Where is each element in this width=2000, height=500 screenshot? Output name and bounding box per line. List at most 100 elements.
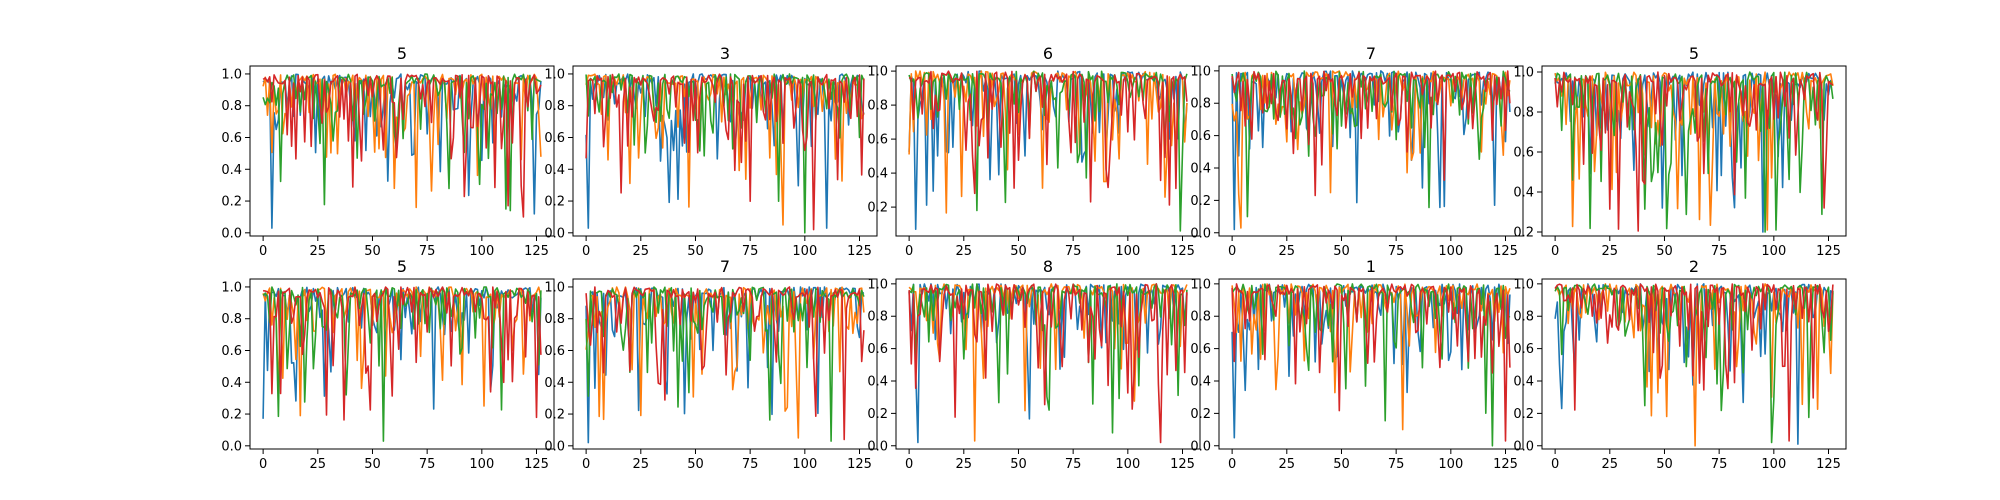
y-tick-label: 0.6 xyxy=(867,133,888,148)
y-tick-label: 0.4 xyxy=(1190,162,1211,177)
subplot-7: 0 25 50 75 100 125 0.0 0.2 0.4 0.6 0.8 1.0 7 xyxy=(544,257,878,472)
series-lines xyxy=(1554,71,1834,233)
x-tick-label: 100 xyxy=(1438,244,1463,259)
x-tick-label: 75 xyxy=(419,244,436,259)
x-tick-label: 75 xyxy=(419,457,436,472)
y-tick-label: 0.6 xyxy=(544,344,565,359)
x-tick-label: 0 xyxy=(582,457,590,472)
y-tick-label: 0.2 xyxy=(221,408,242,423)
x-tick-label: 0 xyxy=(1551,244,1559,259)
subplot-title: 7 xyxy=(720,257,730,276)
y-tick-label: 0.0 xyxy=(544,226,565,241)
x-tick-label: 0 xyxy=(259,457,267,472)
subplot-title: 8 xyxy=(1043,257,1053,276)
series-lines xyxy=(262,73,542,229)
subplot-2: 0 25 50 75 100 125 0.0 0.2 0.4 0.6 0.8 1.0 3 xyxy=(544,44,878,259)
y-tick-label: 1.0 xyxy=(867,277,888,292)
y-tick-label: 0.4 xyxy=(1190,375,1211,390)
x-tick-label: 100 xyxy=(1438,457,1463,472)
y-tick-label: 0.8 xyxy=(544,99,565,114)
axes-frame xyxy=(249,278,555,450)
y-tick-label: 1.0 xyxy=(1513,277,1534,292)
y-tick-label: 0.0 xyxy=(1513,439,1534,454)
y-tick-label: 0.6 xyxy=(1190,129,1211,144)
y-tick-label: 0.4 xyxy=(867,375,888,390)
x-tick-label: 100 xyxy=(1115,244,1140,259)
y-tick-label: 0.0 xyxy=(221,439,242,454)
y-tick-label: 0.2 xyxy=(1190,194,1211,209)
x-tick-label: 0 xyxy=(1228,457,1236,472)
axes-frame xyxy=(1218,65,1524,237)
y-tick-label: 1.0 xyxy=(544,280,565,295)
x-tick-label: 25 xyxy=(310,457,327,472)
series-line-4 xyxy=(908,283,1188,444)
y-tick-label: 0.4 xyxy=(1513,186,1534,201)
x-tick-label: 50 xyxy=(1333,457,1350,472)
subplot-4: 0 25 50 75 100 125 0.0 0.2 0.4 0.6 0.8 1.0 7 xyxy=(1190,44,1524,259)
series-line-4 xyxy=(1231,70,1511,197)
y-tick-label: 1.0 xyxy=(544,67,565,82)
series-line-3 xyxy=(1554,71,1834,233)
y-tick-label: 0.8 xyxy=(1190,97,1211,112)
y-tick-label: 0.2 xyxy=(1513,407,1534,422)
x-tick-label: 75 xyxy=(1388,457,1405,472)
subplot-title: 7 xyxy=(1366,44,1376,63)
x-tick-label: 75 xyxy=(1711,457,1728,472)
x-tick-label: 50 xyxy=(1010,457,1027,472)
y-tick-label: 0.0 xyxy=(544,439,565,454)
y-tick-label: 0.8 xyxy=(544,312,565,327)
subplot-title: 5 xyxy=(1689,44,1699,63)
x-tick-label: 100 xyxy=(792,244,817,259)
y-tick-label: 1.0 xyxy=(221,280,242,295)
x-tick-label: 50 xyxy=(1333,244,1350,259)
y-tick-label: 0.6 xyxy=(221,344,242,359)
x-tick-label: 125 xyxy=(847,244,872,259)
series-lines xyxy=(585,286,865,444)
x-tick-label: 0 xyxy=(905,457,913,472)
y-tick-label: 0.8 xyxy=(1513,310,1534,325)
x-tick-label: 100 xyxy=(469,244,494,259)
subplot-title: 1 xyxy=(1366,257,1376,276)
y-tick-label: 0.4 xyxy=(221,163,242,178)
x-tick-label: 125 xyxy=(524,457,549,472)
x-tick-label: 125 xyxy=(1816,244,1841,259)
subplot-3: 0 25 50 75 100 125 0.2 0.4 0.6 0.8 1.0 6 xyxy=(867,44,1201,259)
y-tick-label: 0.2 xyxy=(1513,226,1534,241)
x-tick-label: 100 xyxy=(1761,457,1786,472)
series-line-4 xyxy=(1554,71,1834,232)
series-lines xyxy=(908,70,1188,232)
x-tick-label: 25 xyxy=(1279,244,1296,259)
x-tick-label: 125 xyxy=(524,244,549,259)
y-tick-label: 0.2 xyxy=(544,408,565,423)
axes-frame xyxy=(1541,278,1847,450)
subplot-10: 0 25 50 75 100 125 0.0 0.2 0.4 0.6 0.8 1.0 2 xyxy=(1513,257,1847,472)
y-tick-label: 0.4 xyxy=(544,163,565,178)
axes-frame xyxy=(572,65,878,237)
y-tick-label: 0.6 xyxy=(1513,146,1534,161)
x-tick-label: 50 xyxy=(1656,244,1673,259)
series-line-4 xyxy=(585,286,865,441)
axes-frame xyxy=(249,65,555,237)
x-tick-label: 25 xyxy=(956,457,973,472)
y-tick-label: 0.8 xyxy=(867,310,888,325)
series-line-3 xyxy=(908,283,1188,434)
x-tick-label: 75 xyxy=(1065,244,1082,259)
y-tick-label: 0.2 xyxy=(221,195,242,210)
x-tick-label: 0 xyxy=(582,244,590,259)
y-tick-label: 0.8 xyxy=(221,99,242,114)
x-tick-label: 75 xyxy=(1065,457,1082,472)
x-tick-label: 75 xyxy=(742,244,759,259)
subplot-9: 0 25 50 75 100 125 0.0 0.2 0.4 0.6 0.8 1.0 1 xyxy=(1190,257,1524,472)
x-tick-label: 125 xyxy=(1493,457,1518,472)
y-tick-label: 0.0 xyxy=(867,439,888,454)
y-tick-label: 0.4 xyxy=(1513,375,1534,390)
subplot-title: 5 xyxy=(397,44,407,63)
x-tick-label: 0 xyxy=(259,244,267,259)
axes-frame xyxy=(1541,65,1847,237)
series-line-4 xyxy=(1554,283,1834,442)
axes-frame xyxy=(895,65,1201,237)
y-tick-label: 0.4 xyxy=(867,167,888,182)
x-tick-label: 50 xyxy=(1656,457,1673,472)
y-tick-label: 1.0 xyxy=(867,65,888,80)
